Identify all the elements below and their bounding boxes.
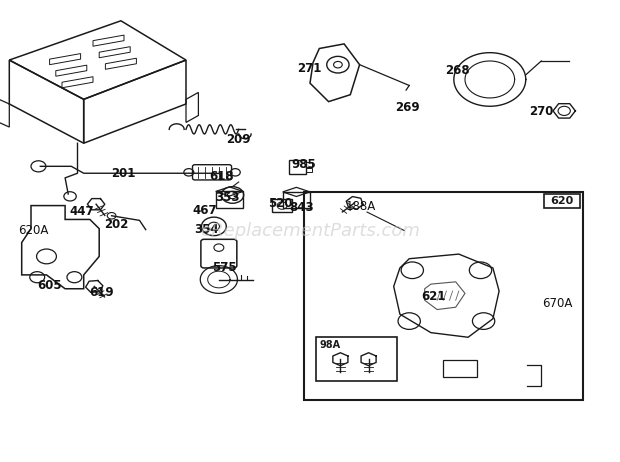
Text: 619: 619 xyxy=(89,286,114,299)
Text: 268: 268 xyxy=(445,64,470,77)
Bar xyxy=(316,337,397,381)
Text: 353: 353 xyxy=(215,191,240,204)
Text: 520: 520 xyxy=(268,197,293,210)
Text: 202: 202 xyxy=(104,218,128,231)
Text: 270: 270 xyxy=(529,105,553,118)
Text: 575: 575 xyxy=(212,261,237,274)
Text: 467: 467 xyxy=(192,204,217,217)
Text: 269: 269 xyxy=(395,101,420,114)
Bar xyxy=(304,192,583,400)
Text: 98A: 98A xyxy=(320,340,341,350)
Text: 209: 209 xyxy=(226,133,251,146)
Bar xyxy=(306,168,312,172)
Text: 188A: 188A xyxy=(346,201,376,213)
Text: 354: 354 xyxy=(194,223,219,236)
Text: 985: 985 xyxy=(291,158,316,171)
Text: 621: 621 xyxy=(422,290,446,303)
Text: 447: 447 xyxy=(69,205,94,218)
Text: 271: 271 xyxy=(298,62,322,75)
Bar xyxy=(216,191,243,208)
Text: 620A: 620A xyxy=(19,224,49,237)
Text: eReplacementParts.com: eReplacementParts.com xyxy=(200,222,420,240)
Bar xyxy=(283,192,310,208)
Text: 620: 620 xyxy=(550,196,574,206)
Text: 618: 618 xyxy=(209,170,234,183)
Bar xyxy=(306,162,312,167)
Text: 605: 605 xyxy=(37,279,62,292)
Text: 670A: 670A xyxy=(542,298,573,310)
Bar xyxy=(272,199,292,212)
Text: 843: 843 xyxy=(289,201,314,214)
Bar xyxy=(443,360,477,377)
Text: 201: 201 xyxy=(112,167,136,180)
Bar xyxy=(289,160,306,174)
Bar xyxy=(544,194,580,208)
